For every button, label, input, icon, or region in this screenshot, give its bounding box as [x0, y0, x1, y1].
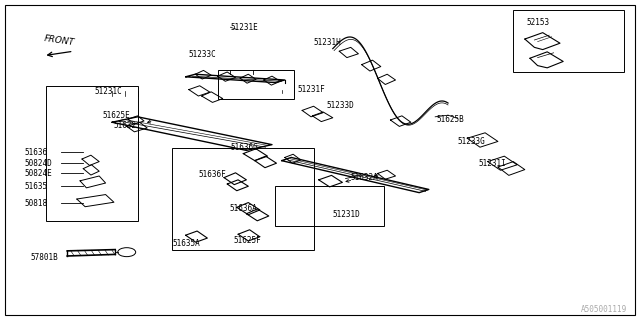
- Text: FRONT: FRONT: [43, 34, 75, 47]
- Text: 51636A: 51636A: [229, 204, 257, 213]
- Text: 51233C: 51233C: [189, 50, 216, 59]
- Text: 51635A: 51635A: [173, 239, 200, 248]
- Text: 51632A: 51632A: [351, 173, 378, 182]
- Text: A505001119: A505001119: [581, 305, 627, 314]
- Text: 50818: 50818: [24, 199, 47, 208]
- Bar: [513, 10, 624, 72]
- Text: 51231I: 51231I: [479, 159, 506, 168]
- Text: 51233G: 51233G: [458, 137, 485, 146]
- Text: 51231D: 51231D: [333, 210, 360, 219]
- Bar: [218, 70, 294, 99]
- Text: 51636G: 51636G: [230, 143, 258, 152]
- Text: 51632: 51632: [114, 121, 137, 130]
- Text: 51231F: 51231F: [298, 85, 325, 94]
- Text: 51625E: 51625E: [102, 111, 130, 120]
- Text: 51636: 51636: [24, 148, 47, 156]
- Bar: [46, 86, 138, 221]
- Text: 51231E: 51231E: [230, 23, 258, 32]
- Text: 51231C: 51231C: [95, 87, 122, 96]
- Text: 57801B: 57801B: [31, 253, 58, 262]
- Text: 50824D: 50824D: [24, 159, 52, 168]
- Text: 52153: 52153: [527, 18, 550, 27]
- Text: 50824E: 50824E: [24, 169, 52, 178]
- Text: 51625F: 51625F: [234, 236, 261, 245]
- Text: 51636F: 51636F: [198, 170, 226, 179]
- Bar: [275, 186, 384, 226]
- Text: 51625B: 51625B: [436, 115, 464, 124]
- Text: 51233D: 51233D: [326, 101, 354, 110]
- Text: 51231H: 51231H: [314, 38, 341, 47]
- Text: 51635: 51635: [24, 182, 47, 191]
- Bar: [172, 148, 314, 250]
